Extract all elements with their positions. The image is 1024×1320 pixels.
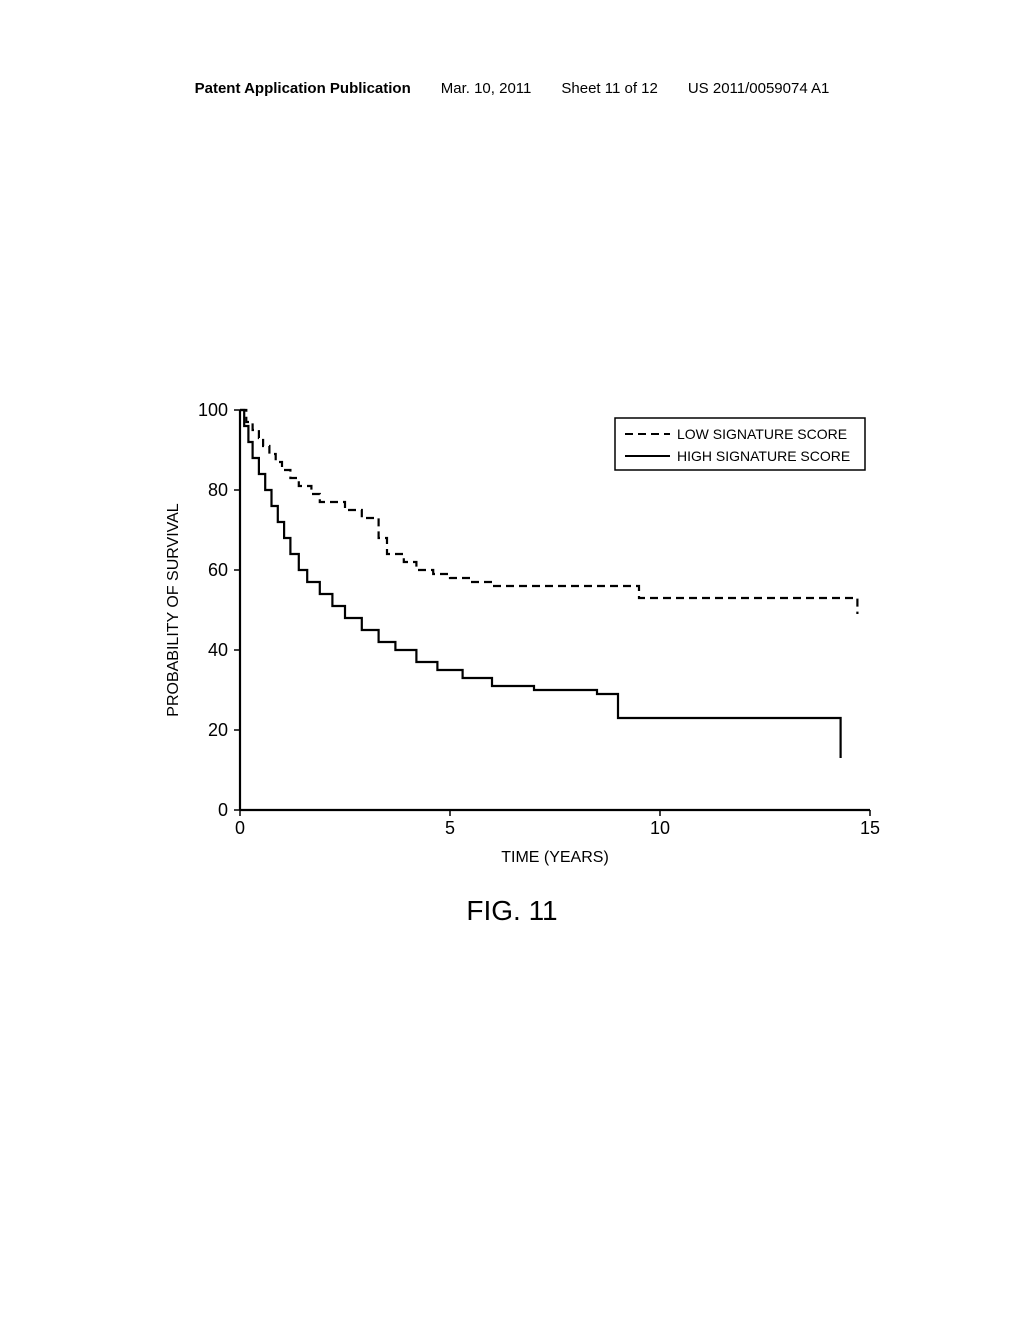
svg-text:100: 100	[198, 400, 228, 420]
publication-label: Patent Application Publication	[195, 80, 411, 97]
chart-svg: 0 20 40 60 80 100 0 5 10 15 TIME (YEARS) PROBABILIT…	[130, 400, 890, 880]
survival-chart: 0 20 40 60 80 100 0 5 10 15 TIME (YEARS) PROBABILIT…	[130, 400, 890, 880]
svg-text:0: 0	[218, 800, 228, 820]
page-header: Patent Application Publication Mar. 10, …	[0, 80, 1024, 97]
svg-text:10: 10	[650, 818, 670, 838]
svg-text:15: 15	[860, 818, 880, 838]
svg-text:40: 40	[208, 640, 228, 660]
svg-text:LOW SIGNATURE SCORE: LOW SIGNATURE SCORE	[677, 426, 847, 442]
svg-text:20: 20	[208, 720, 228, 740]
svg-text:PROBABILITY OF SURVIVAL: PROBABILITY OF SURVIVAL	[165, 503, 182, 717]
sheet-number: Sheet 11 of 12	[561, 80, 657, 97]
svg-text:0: 0	[235, 818, 245, 838]
svg-text:80: 80	[208, 480, 228, 500]
publication-date: Mar. 10, 2011	[441, 80, 532, 97]
svg-text:5: 5	[445, 818, 455, 838]
svg-text:TIME (YEARS): TIME (YEARS)	[501, 849, 609, 866]
figure-caption: FIG. 11	[0, 895, 1024, 927]
svg-text:60: 60	[208, 560, 228, 580]
svg-text:HIGH SIGNATURE SCORE: HIGH SIGNATURE SCORE	[677, 448, 850, 464]
publication-number: US 2011/0059074 A1	[688, 80, 830, 97]
